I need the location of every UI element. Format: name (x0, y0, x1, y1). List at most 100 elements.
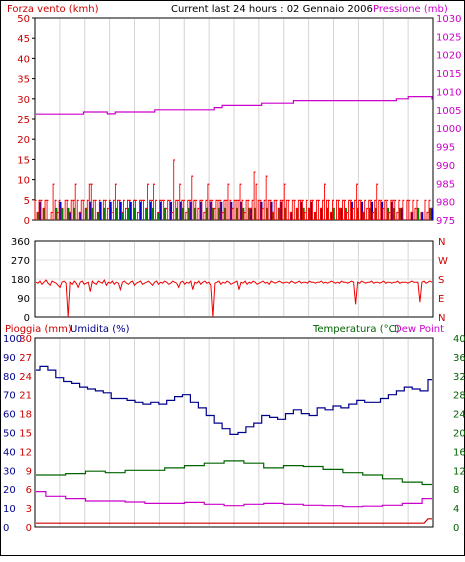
gust-bar-green (236, 207, 239, 220)
wind-bar-top (266, 175, 268, 177)
direction-y-tick-label: 270 (11, 256, 30, 267)
gust-bar-green (211, 207, 215, 220)
humidity-y-tick-label: 60 (3, 410, 16, 421)
wind-bar-top (181, 199, 184, 201)
wind-bar-top (119, 199, 121, 201)
gust-bar-green (67, 207, 70, 220)
wind-bar-top (199, 199, 202, 201)
gust-bar-blue (260, 201, 263, 220)
humidity-y-tick-label: 30 (3, 466, 16, 477)
gust-bar-green (163, 207, 166, 220)
gust-bar-green (187, 207, 191, 220)
wind-bar-top (87, 199, 89, 201)
wind-bar-top (41, 199, 43, 201)
pressure-y-tick-label: 1010 (436, 87, 461, 98)
gust-bar-green (91, 207, 94, 220)
gust-bar-blue (229, 201, 233, 220)
wind-bar-top (300, 199, 302, 201)
rain-y-tick-label: 9 (26, 466, 32, 477)
gust-bar-green (181, 207, 185, 220)
wind-bar-top (155, 199, 158, 201)
wind-bar-top (270, 199, 272, 201)
gust-bar-green (284, 207, 287, 220)
pressure-y-tick-label: 995 (436, 143, 455, 154)
gust-bar-green (308, 207, 311, 220)
rain-y-tick-label: 21 (19, 391, 32, 402)
wind-bar-top (141, 199, 143, 201)
wind-bar-top (364, 199, 367, 201)
wind-bar-top (336, 199, 338, 201)
temperature-y-tick-label: 0 (453, 523, 459, 534)
gust-bar-blue (159, 201, 162, 220)
temperature-line (36, 460, 432, 486)
wind-bar-top (368, 199, 371, 201)
wind-bar-top (316, 199, 318, 201)
gust-bar-green (133, 207, 136, 220)
wind-bar-top (129, 199, 131, 201)
wind-bar-top (73, 199, 75, 201)
temperature-axis-title: Temperatura (°C) (312, 324, 400, 335)
humidity-y-tick-label: 50 (3, 429, 16, 440)
gust-bar-green (115, 207, 118, 220)
wind-bar-top (354, 199, 357, 201)
wind-bar-top (109, 199, 111, 201)
gust-bar-blue (79, 211, 82, 220)
wind-bar-top (213, 207, 216, 210)
wind-bar-top (430, 207, 433, 210)
gust-bar-green (266, 207, 269, 220)
wind-bar-top (246, 199, 248, 201)
wind-bar-top (328, 199, 330, 201)
wind-bar-top (406, 199, 409, 201)
wind-bar-top (360, 199, 363, 201)
wind-bar-top (71, 199, 73, 201)
wind-y-tick-label: 15 (17, 155, 30, 166)
wind-bar-top (410, 211, 413, 214)
wind-bar-top (183, 199, 186, 201)
wind-bar-top (149, 199, 151, 201)
pressure-y-tick-label: 980 (436, 198, 455, 209)
wind-bar-top (97, 211, 99, 214)
wind-bar-top (217, 199, 220, 201)
temperature-y-tick-label: 40 (453, 334, 465, 345)
wind-bar-top (288, 199, 290, 201)
wind-bar-top (384, 199, 387, 201)
gust-bar-green (61, 207, 64, 220)
temperature-y-tick-label: 16 (453, 447, 465, 458)
wind-bar-top (236, 199, 238, 201)
gust-bar-blue (89, 201, 92, 220)
temperature-y-tick-label: 12 (453, 466, 465, 477)
temperature-y-tick-label: 32 (453, 372, 465, 383)
wind-y-tick-label: 40 (17, 54, 30, 65)
wind-bar-top (117, 199, 119, 201)
wind-bar-top (133, 199, 135, 201)
dewpoint-axis-title: Dew Point (394, 324, 444, 335)
wind-bar-top (75, 183, 77, 185)
wind-bar-top (416, 199, 419, 201)
wind-bar-top (378, 199, 381, 201)
humidity-y-tick-label: 100 (3, 334, 22, 345)
wind-y-tick-label: 45 (17, 34, 30, 45)
wind-bar-top (145, 207, 147, 210)
wind-bar-top (127, 199, 129, 201)
wind-bar-top (189, 199, 192, 201)
gust-bar-green (374, 207, 378, 220)
wind-bar-top (53, 183, 55, 185)
wind-bar-top (394, 199, 397, 201)
wind-bar-top (227, 183, 230, 185)
gust-bar-blue (69, 211, 72, 220)
wind-bar-top (252, 199, 254, 201)
wind-bar-top (195, 199, 198, 201)
humidity-axis-title: Umidita (%) (70, 324, 130, 335)
gust-bar-blue (109, 201, 112, 220)
gust-bar-green (362, 211, 365, 220)
wind-bar-top (362, 211, 365, 214)
wind-bar-top (380, 199, 383, 201)
gust-bar-blue (430, 207, 434, 220)
wind-bar-top (412, 199, 415, 201)
wind-bar-top (163, 199, 166, 201)
gust-bar-green (73, 207, 76, 220)
gust-bar-blue (219, 201, 223, 220)
wind-bars (34, 159, 434, 220)
gust-bar-blue (209, 201, 213, 220)
